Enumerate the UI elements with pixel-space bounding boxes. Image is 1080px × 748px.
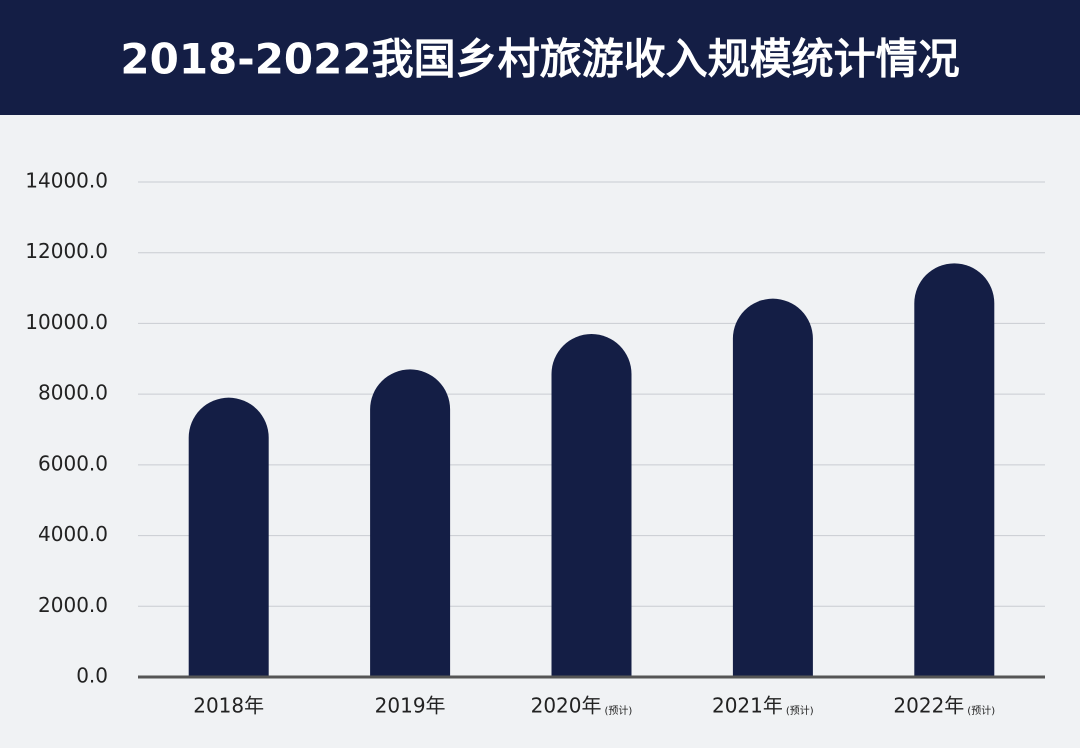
bar — [914, 263, 995, 677]
y-tick-label: 2000.0 — [38, 593, 108, 617]
x-tick-label: 2020年 — [531, 694, 602, 718]
y-tick-label: 8000.0 — [38, 381, 108, 405]
y-tick-label: 14000.0 — [25, 169, 108, 193]
x-tick-label: 2022年 — [893, 694, 964, 718]
y-tick-label: 10000.0 — [25, 310, 108, 334]
x-tick-note: (预计) — [786, 704, 814, 717]
y-tick-label: 12000.0 — [25, 239, 108, 263]
bar — [370, 369, 451, 677]
x-tick-label: 2019年 — [375, 694, 446, 718]
x-tick-label: 2018年 — [193, 694, 264, 718]
y-tick-label: 6000.0 — [38, 451, 108, 475]
x-tick-note: (预计) — [605, 704, 633, 717]
x-tick-label: 2021年 — [712, 694, 783, 718]
y-tick-label: 0.0 — [76, 664, 108, 688]
bar — [732, 298, 813, 677]
y-tick-label: 4000.0 — [38, 522, 108, 546]
bar — [551, 334, 632, 677]
bar — [188, 397, 269, 677]
x-tick-note: (预计) — [967, 704, 995, 717]
chart-title: 2018-2022我国乡村旅游收入规模统计情况 — [120, 35, 959, 84]
title-bar — [0, 0, 1080, 115]
